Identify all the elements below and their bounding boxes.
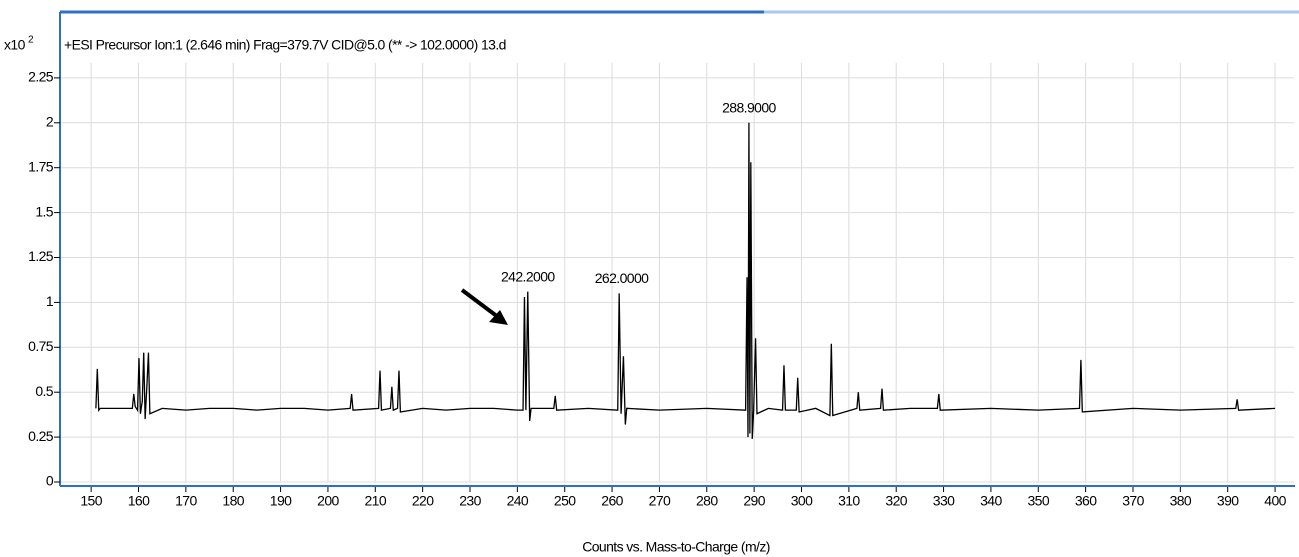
arrow-shaft	[460, 288, 504, 322]
x-tick-label: 170	[175, 493, 197, 509]
y-tick-label: 0.5	[35, 383, 53, 399]
x-tick-label: 200	[317, 493, 339, 509]
y-tick-label: 1	[46, 293, 54, 309]
x-tick-label: 370	[1122, 493, 1144, 509]
x-tick-label: 320	[885, 493, 907, 509]
x-tick-label: 240	[507, 493, 529, 509]
grid	[61, 62, 1294, 483]
y-tick-label: 2	[46, 114, 54, 130]
peak-label: 262.0000	[595, 270, 649, 286]
y-tick-label: 1.75	[28, 158, 54, 174]
x-tick-label: 260	[601, 493, 623, 509]
x-tick-label: 210	[365, 493, 387, 509]
x-axis-label: Counts vs. Mass-to-Charge (m/z)	[582, 539, 770, 555]
x-tick-label: 190	[270, 493, 292, 509]
x-tick-label: 160	[128, 493, 150, 509]
peak-label: 288.9000	[722, 100, 776, 116]
x-tick-label: 270	[649, 493, 671, 509]
x-tick-label: 180	[222, 493, 244, 509]
chart-title: +ESI Precursor Ion:1 (2.646 min) Frag=37…	[64, 37, 506, 53]
y-tick-label: 1.25	[28, 248, 54, 264]
x-tick-label: 280	[696, 493, 718, 509]
y-tick-label: 1.5	[35, 203, 53, 219]
y-tick-label: 0.25	[28, 428, 54, 444]
y-tick-label: 0.75	[28, 338, 54, 354]
x-tick-label: 150	[80, 493, 102, 509]
x-tick-label: 390	[1217, 493, 1239, 509]
y-tick-label: 0	[46, 473, 54, 489]
y-multiplier: x10	[4, 37, 26, 53]
x-tick-label: 360	[1075, 493, 1097, 509]
peak-label: 242.2000	[501, 268, 555, 284]
x-tick-label: 310	[838, 493, 860, 509]
marks	[95, 122, 1276, 439]
x-tick-label: 350	[1027, 493, 1049, 509]
y-multiplier-exponent: 2	[28, 35, 34, 46]
x-tick-label: 380	[1170, 493, 1192, 509]
x-tick-label: 340	[980, 493, 1002, 509]
x-tick-label: 300	[791, 493, 813, 509]
spectrum-line	[95, 122, 1276, 439]
x-tick-label: 250	[554, 493, 576, 509]
y-tick-label: 2.25	[28, 69, 54, 85]
x-tick-label: 290	[743, 493, 765, 509]
x-tick-label: 230	[459, 493, 481, 509]
x-tick-label: 220	[412, 493, 434, 509]
x-tick-label: 400	[1264, 493, 1286, 509]
arrow-head	[489, 310, 508, 325]
x-tick-label: 330	[933, 493, 955, 509]
